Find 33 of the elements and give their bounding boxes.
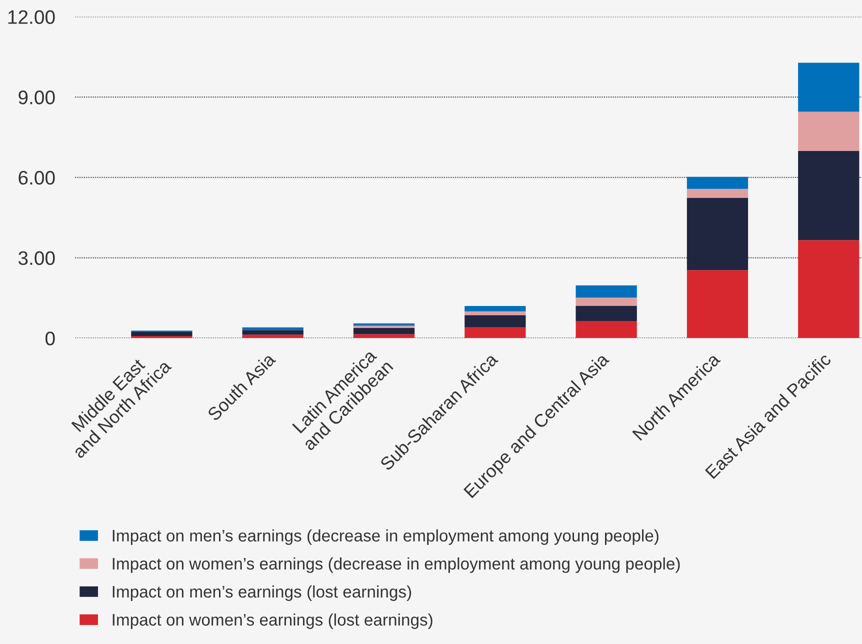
bar: [464, 327, 526, 338]
bar: [798, 240, 860, 338]
bar: [686, 270, 748, 338]
bar: [576, 320, 637, 338]
bar: [242, 330, 304, 335]
bar: [131, 332, 192, 336]
bar: [576, 285, 637, 298]
legend-label: Impact on women’s earnings (lost earnings): [112, 613, 432, 629]
bar: [576, 298, 637, 306]
bar: [353, 323, 415, 326]
y-tick-label: 6.00: [18, 170, 55, 185]
y-tick-label: 3.00: [18, 251, 55, 265]
y-tick-label: 12.00: [8, 10, 55, 24]
bar: [131, 336, 192, 338]
bar: [242, 327, 304, 330]
bar: [242, 334, 304, 338]
legend-label: Impact on women’s earnings (decrease in employment among young people): [112, 557, 680, 573]
bar: [353, 328, 415, 334]
legend-label: Impact on men’s earnings (lost earnings): [112, 585, 412, 601]
bar: [686, 188, 748, 198]
bar: [464, 306, 526, 312]
bar: [686, 198, 748, 270]
bar: [576, 306, 637, 321]
legend-label: Impact on men’s earnings (decrease in employment among young people): [112, 529, 658, 545]
y-tick-label: 9.00: [18, 90, 55, 104]
bar: [464, 315, 526, 328]
bar: [353, 334, 415, 338]
bar: [464, 311, 526, 316]
bar: [798, 112, 860, 151]
bar: [686, 176, 748, 189]
y-tick-label: 0: [45, 332, 55, 346]
bar: [798, 150, 860, 240]
bar: [798, 62, 860, 112]
